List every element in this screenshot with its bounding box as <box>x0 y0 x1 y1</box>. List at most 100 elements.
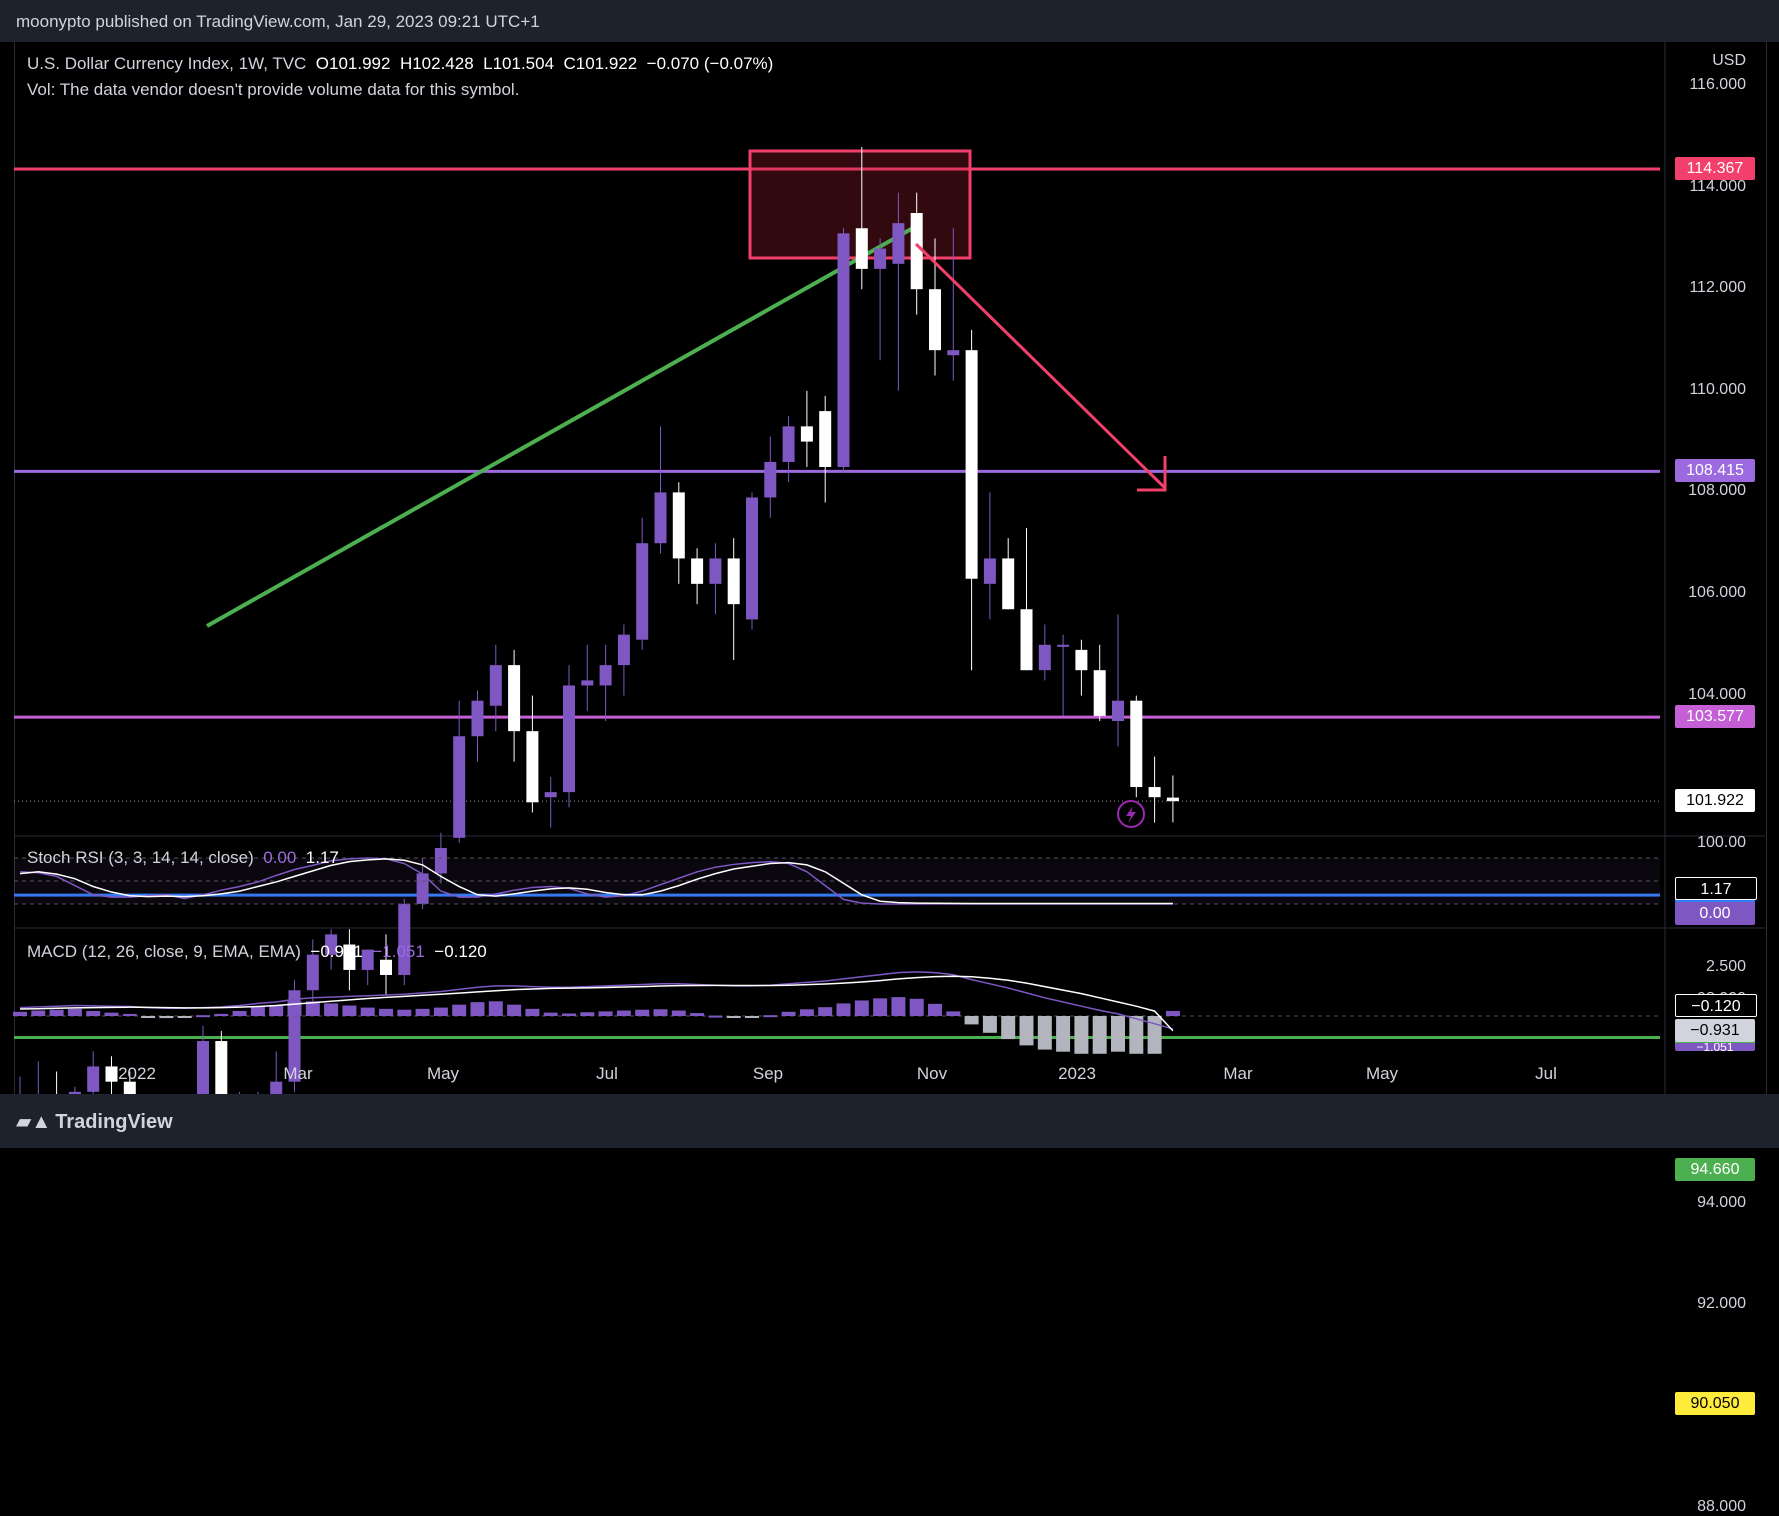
candle <box>306 954 319 991</box>
macd-hist-bar <box>1001 1016 1016 1040</box>
macd-hist-bar <box>360 1007 375 1016</box>
level-price-tag: 108.415 <box>1675 459 1755 483</box>
candle <box>855 228 868 269</box>
macd-hist-bar <box>49 1009 64 1016</box>
legend-open: O101.992 <box>315 54 391 73</box>
candle <box>910 213 923 290</box>
macd-hist-bar <box>305 1001 320 1016</box>
macd-hist-bar <box>671 1010 686 1016</box>
candle <box>1002 558 1015 610</box>
candle <box>325 934 338 955</box>
legend-change: −0.070 (−0.07%) <box>646 54 774 73</box>
macd-hist-bar <box>159 1016 174 1019</box>
macd-hist-bar <box>873 998 888 1016</box>
publish-header: moonypto published on TradingView.com, J… <box>0 0 1779 42</box>
macd-hist-bar <box>562 1013 576 1016</box>
candle <box>654 492 667 544</box>
macd-hist-bar <box>214 1013 229 1016</box>
price-tick: 108.000 <box>1688 482 1746 500</box>
macd-signal-line <box>19 975 1174 1032</box>
candle <box>343 944 356 970</box>
macd-hist-bar <box>799 1009 814 1016</box>
time-tick: Mar <box>283 1064 313 1083</box>
macd-hist-bar <box>781 1011 796 1016</box>
price-tick: 116.000 <box>1689 76 1746 93</box>
time-tick: 2023 <box>1058 1064 1096 1083</box>
level-price-tag: 114.367 <box>1675 156 1755 180</box>
time-tick: 2022 <box>118 1064 156 1083</box>
macd-hist-bar <box>269 1005 284 1016</box>
macd-hist-bar <box>818 1007 833 1016</box>
candle <box>1093 670 1106 716</box>
price-tick: 110.000 <box>1689 380 1746 398</box>
macd-hist-bar <box>891 997 906 1016</box>
lightning-icon <box>1117 800 1145 828</box>
level-price-tag: 90.050 <box>1675 1392 1755 1416</box>
legend-high: H102.428 <box>399 54 474 73</box>
macd-hist-bar <box>653 1009 668 1016</box>
macd-hist-bar <box>67 1008 82 1016</box>
chart-canvas[interactable] <box>0 0 1779 1148</box>
macd-hist-bar <box>104 1012 119 1016</box>
macd-hist-bar <box>196 1015 210 1018</box>
candle <box>508 665 521 732</box>
macd-hist-bar <box>616 1010 631 1016</box>
candle <box>746 497 758 620</box>
time-tick: May <box>1365 1064 1399 1083</box>
stoch-d-tag: 1.17 <box>1675 877 1757 900</box>
macd-hist-bar <box>928 1003 942 1016</box>
candle <box>1057 644 1070 647</box>
logo-icon: ▰▲ <box>16 1111 52 1133</box>
candle <box>1166 797 1179 802</box>
macd-hist-bar <box>1056 1016 1071 1052</box>
candle <box>434 848 447 874</box>
macd-hist-bar <box>86 1010 101 1016</box>
macd-hist-bar <box>726 1016 741 1018</box>
price-tick: 92.000 <box>1697 1295 1746 1313</box>
candle <box>1038 644 1051 671</box>
lightning-icon-bolt <box>1126 806 1136 823</box>
publish-info: moonypto published on TradingView.com, J… <box>16 12 540 31</box>
macd-legend: MACD (12, 26, close, 9, EMA, EMA) −0.931… <box>27 942 487 962</box>
candle <box>361 949 374 970</box>
candle <box>526 731 539 803</box>
macd-signal-tag: −1.051 <box>1675 1043 1755 1051</box>
macd-hist-bar <box>13 1011 27 1016</box>
stoch-name[interactable]: Stoch RSI (3, 3, 14, 14, close) <box>27 848 254 867</box>
macd-hist-bar <box>397 1009 412 1016</box>
candle <box>727 558 740 605</box>
stoch-tick: 100.00 <box>1697 834 1746 851</box>
downtrend-arrow <box>914 242 1167 490</box>
macd-hist-bar <box>31 1010 46 1016</box>
macd-hist-bar <box>1111 1016 1125 1052</box>
currency-label: USD <box>1712 52 1746 69</box>
candle <box>471 700 484 737</box>
macd-signal-value: −1.051 <box>372 942 425 961</box>
candle <box>983 558 996 584</box>
tradingview-logo[interactable]: ▰▲ TradingView <box>16 1109 173 1134</box>
macd-hist-bar <box>250 1006 265 1016</box>
stoch-d-line <box>19 858 1173 905</box>
macd-name[interactable]: MACD (12, 26, close, 9, EMA, EMA) <box>27 942 301 961</box>
time-tick: Nov <box>916 1064 948 1083</box>
stoch-d-value: 1.17 <box>305 848 339 867</box>
time-tick: Sep <box>752 1064 784 1083</box>
macd-hist-bar <box>1129 1016 1144 1054</box>
time-tick: Jul <box>596 1064 618 1083</box>
time-tick: May <box>426 1064 460 1083</box>
candle <box>636 543 649 640</box>
macd-hist-bar <box>379 1008 393 1016</box>
macd-value-tag: −0.931 <box>1675 1019 1755 1042</box>
uptrend-line <box>206 226 914 628</box>
candle <box>837 233 850 467</box>
macd-hist-bar <box>122 1013 137 1016</box>
candle <box>599 665 612 686</box>
stoch-legend: Stoch RSI (3, 3, 14, 14, close) 0.00 1.1… <box>27 848 339 868</box>
candle <box>1112 700 1124 721</box>
macd-hist-bar <box>909 998 924 1016</box>
time-tick: Mar <box>1223 1064 1253 1083</box>
symbol-name[interactable]: U.S. Dollar Currency Index, 1W, TVC <box>27 54 307 73</box>
price-tick: 112.000 <box>1689 279 1746 297</box>
candle <box>691 558 704 584</box>
macd-hist-bar <box>964 1016 979 1025</box>
